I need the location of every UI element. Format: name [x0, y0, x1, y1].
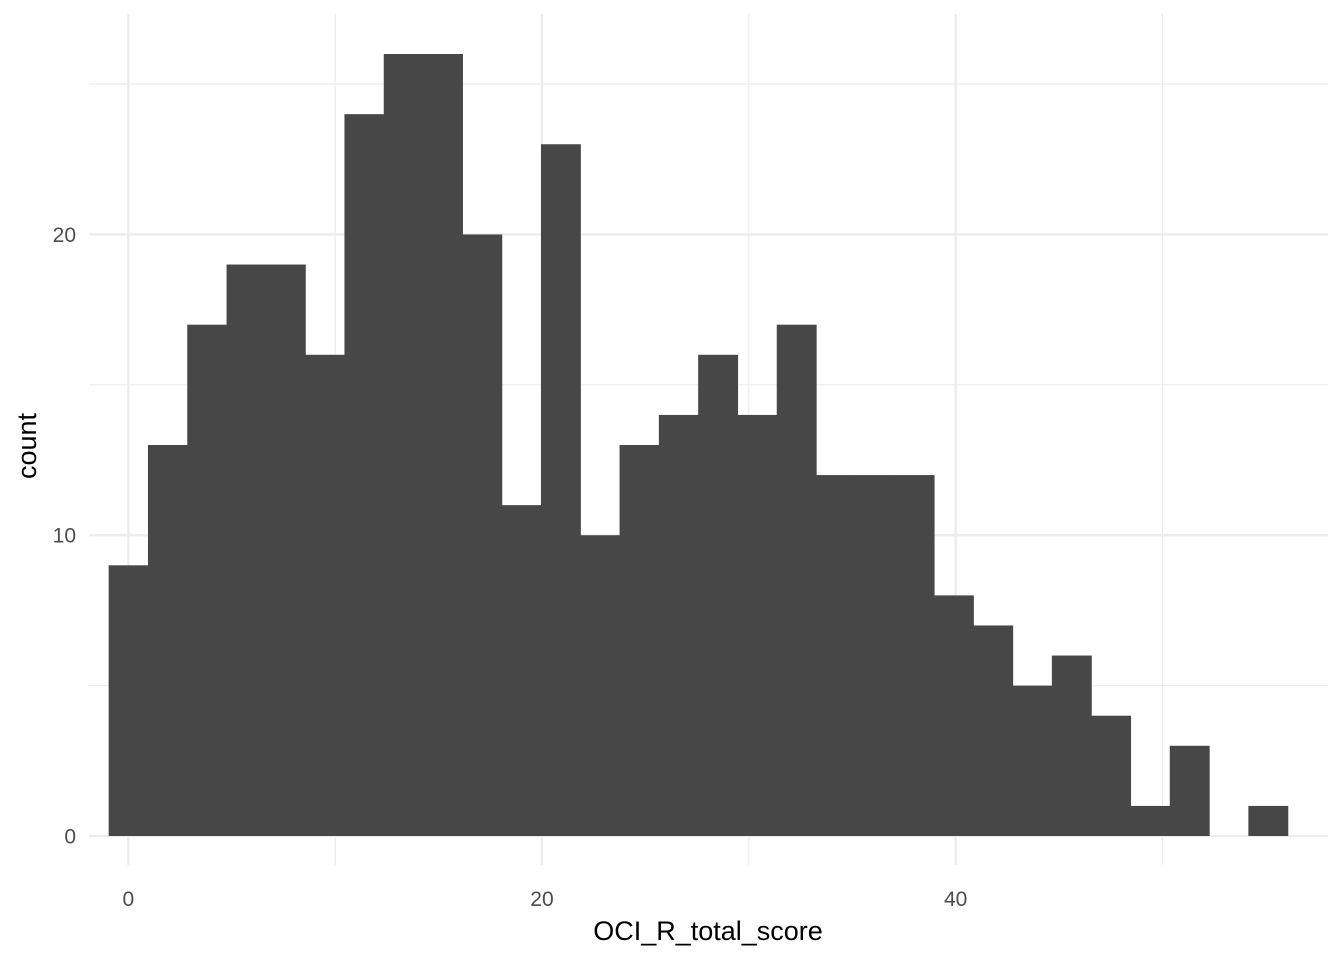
histogram-bar: [462, 234, 503, 836]
tick-labels: 0 20 40 0 10 20: [53, 224, 968, 911]
histogram-bar: [147, 445, 188, 836]
histogram-bar: [973, 625, 1014, 836]
histogram-bar: [1091, 715, 1132, 836]
histogram-bar: [698, 354, 739, 836]
y-tick-label: 10: [53, 525, 76, 548]
histogram-bar: [580, 535, 621, 836]
histogram-bar: [1248, 805, 1289, 836]
histogram-bar: [619, 445, 660, 836]
histogram-bar: [933, 595, 974, 836]
x-tick-label: 0: [122, 888, 134, 911]
histogram-bar: [1051, 655, 1092, 836]
histogram-bar: [265, 264, 306, 836]
histogram-bar: [383, 54, 424, 836]
histogram-bar: [658, 414, 699, 836]
histogram-bar: [894, 475, 935, 836]
y-tick-label: 0: [64, 826, 76, 849]
histogram-bar: [226, 264, 267, 836]
x-axis-title: OCI_R_total_score: [593, 916, 823, 946]
histogram-bar: [305, 354, 346, 836]
histogram-bar: [501, 505, 542, 836]
x-tick-label: 40: [944, 888, 967, 911]
y-tick-label: 20: [53, 224, 76, 247]
histogram-bar: [737, 414, 778, 836]
histogram-bar: [816, 475, 856, 836]
histogram-bar: [1012, 685, 1053, 836]
histogram-bar: [108, 565, 149, 836]
histogram-bar: [1169, 745, 1210, 836]
histogram-bar: [423, 54, 463, 836]
histogram-bar: [1130, 805, 1171, 836]
y-axis-title: count: [12, 412, 42, 479]
histogram-bar: [855, 475, 896, 836]
histogram-bar: [187, 324, 228, 836]
histogram-bar: [776, 324, 817, 836]
histogram-bar: [344, 114, 385, 836]
x-tick-label: 20: [530, 888, 553, 911]
histogram-bars: [108, 54, 1289, 836]
histogram-bar: [540, 144, 581, 836]
